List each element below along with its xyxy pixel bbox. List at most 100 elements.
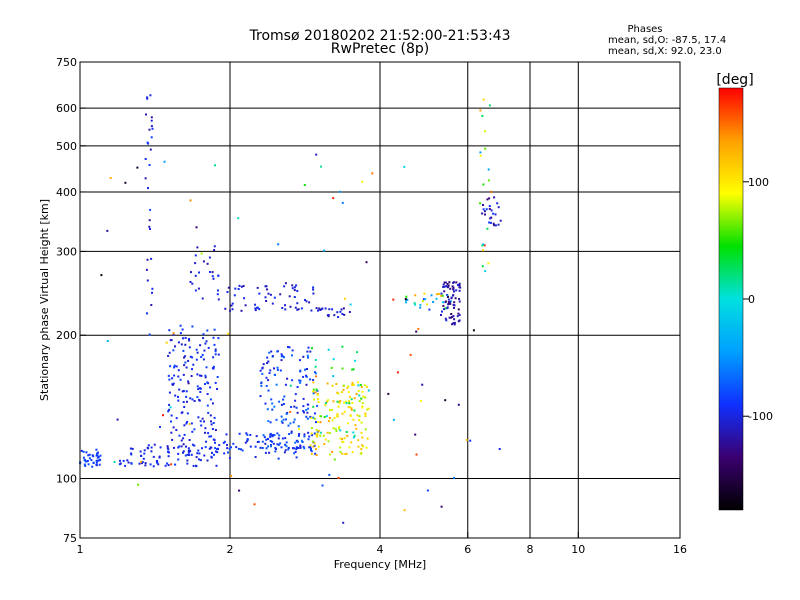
echo-point xyxy=(189,355,192,358)
echo-point xyxy=(170,414,173,417)
echo-point xyxy=(212,277,215,280)
echo-point xyxy=(177,458,180,461)
echo-point xyxy=(444,281,447,284)
echo-point xyxy=(106,229,109,232)
echo-point xyxy=(304,368,306,371)
echo-point xyxy=(304,299,306,301)
echo-point xyxy=(179,324,182,327)
echo-point xyxy=(200,356,203,358)
echo-point xyxy=(265,376,268,379)
echo-point xyxy=(277,243,280,246)
echo-point xyxy=(199,344,202,347)
echo-point xyxy=(214,348,217,351)
echo-point xyxy=(321,484,324,487)
echo-point xyxy=(229,309,231,312)
echo-point xyxy=(494,224,497,227)
echo-point xyxy=(288,295,291,298)
echo-point xyxy=(290,406,293,408)
echo-point xyxy=(452,315,455,318)
echo-point xyxy=(366,408,369,411)
echo-point xyxy=(493,224,496,227)
echo-point xyxy=(365,446,368,449)
echo-point xyxy=(159,426,161,428)
echo-point xyxy=(302,375,305,378)
echo-point xyxy=(271,355,274,358)
echo-point xyxy=(153,443,156,446)
echo-point xyxy=(264,285,267,288)
echo-point xyxy=(124,181,127,184)
echo-point xyxy=(352,368,355,371)
echo-point xyxy=(271,402,274,405)
echo-point xyxy=(296,290,299,292)
echo-point xyxy=(280,359,283,362)
echo-point xyxy=(332,358,335,361)
echo-point xyxy=(303,433,306,436)
echo-point xyxy=(150,304,153,306)
echo-point xyxy=(453,281,455,284)
echo-point xyxy=(456,315,459,318)
echo-point xyxy=(204,431,206,434)
echo-point xyxy=(357,389,360,392)
echo-point xyxy=(343,410,346,413)
echo-point xyxy=(194,262,197,265)
echo-point xyxy=(356,414,359,417)
echo-point xyxy=(186,462,189,465)
echo-point xyxy=(196,351,199,354)
echo-point xyxy=(341,367,344,370)
echo-point xyxy=(217,289,219,292)
echo-point xyxy=(345,402,348,405)
echo-point xyxy=(274,374,276,376)
echo-point xyxy=(258,292,261,295)
echo-point xyxy=(280,353,283,356)
echo-point xyxy=(406,298,409,301)
echo-point xyxy=(259,369,262,372)
echo-point xyxy=(183,406,186,408)
echo-point xyxy=(291,354,293,357)
echo-point xyxy=(452,322,455,325)
echo-point xyxy=(204,383,206,385)
echo-point xyxy=(199,459,202,462)
echo-point xyxy=(300,439,303,442)
echo-point xyxy=(210,420,212,423)
echo-point xyxy=(440,314,442,316)
echo-point xyxy=(146,279,149,282)
echo-point xyxy=(421,383,424,386)
echo-point xyxy=(358,419,361,422)
echo-point xyxy=(200,374,203,377)
echo-point xyxy=(492,212,495,215)
echo-point xyxy=(195,456,198,459)
echo-point xyxy=(212,367,215,370)
echo-point xyxy=(283,285,286,288)
echo-point xyxy=(351,382,354,384)
echo-point xyxy=(175,417,178,420)
echo-point xyxy=(312,292,315,295)
echo-point xyxy=(442,283,445,286)
echo-point xyxy=(313,417,316,420)
echo-point xyxy=(254,307,257,310)
echo-point xyxy=(317,401,320,403)
y-tick-label: 500 xyxy=(56,140,77,153)
echo-point xyxy=(343,313,346,316)
echo-point xyxy=(328,308,331,311)
echo-point xyxy=(214,429,217,431)
echo-point xyxy=(440,505,443,508)
echo-point xyxy=(237,447,240,450)
echo-point xyxy=(189,281,192,283)
echo-point xyxy=(359,452,362,455)
echo-point xyxy=(309,446,312,449)
echo-point xyxy=(306,350,309,353)
echo-point xyxy=(295,448,298,451)
echo-point xyxy=(226,443,228,446)
echo-point xyxy=(447,284,450,287)
echo-point xyxy=(224,307,227,310)
echo-point xyxy=(282,403,285,405)
echo-point xyxy=(191,430,194,433)
echo-point xyxy=(183,356,185,359)
echo-point xyxy=(172,383,174,386)
echo-point xyxy=(361,405,364,408)
echo-point xyxy=(191,398,194,401)
echo-point xyxy=(131,447,134,450)
echo-point xyxy=(126,459,129,462)
echo-point xyxy=(315,388,318,391)
